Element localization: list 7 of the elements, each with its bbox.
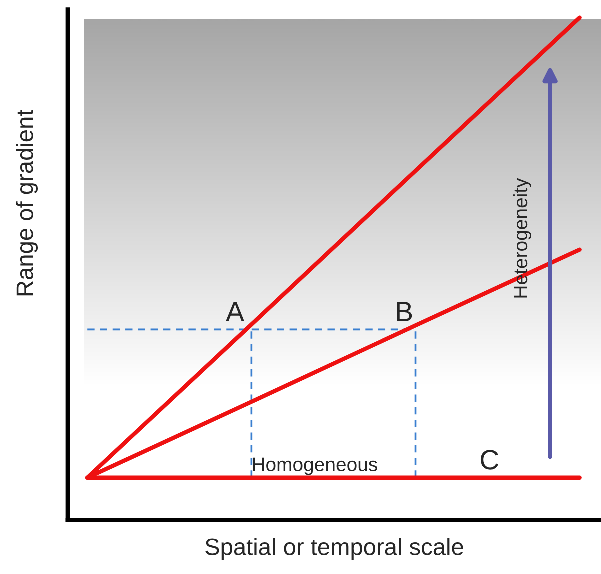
- annotation: C: [480, 450, 499, 470]
- y-axis-title: Range of gradient: [16, 110, 38, 296]
- x-axis-title: Spatial or temporal scale: [206, 538, 464, 560]
- annotation: B: [397, 302, 412, 322]
- annotation: A: [226, 302, 244, 322]
- annotation: Homogeneous: [253, 458, 378, 476]
- annotation: Heterogeneity: [513, 178, 532, 298]
